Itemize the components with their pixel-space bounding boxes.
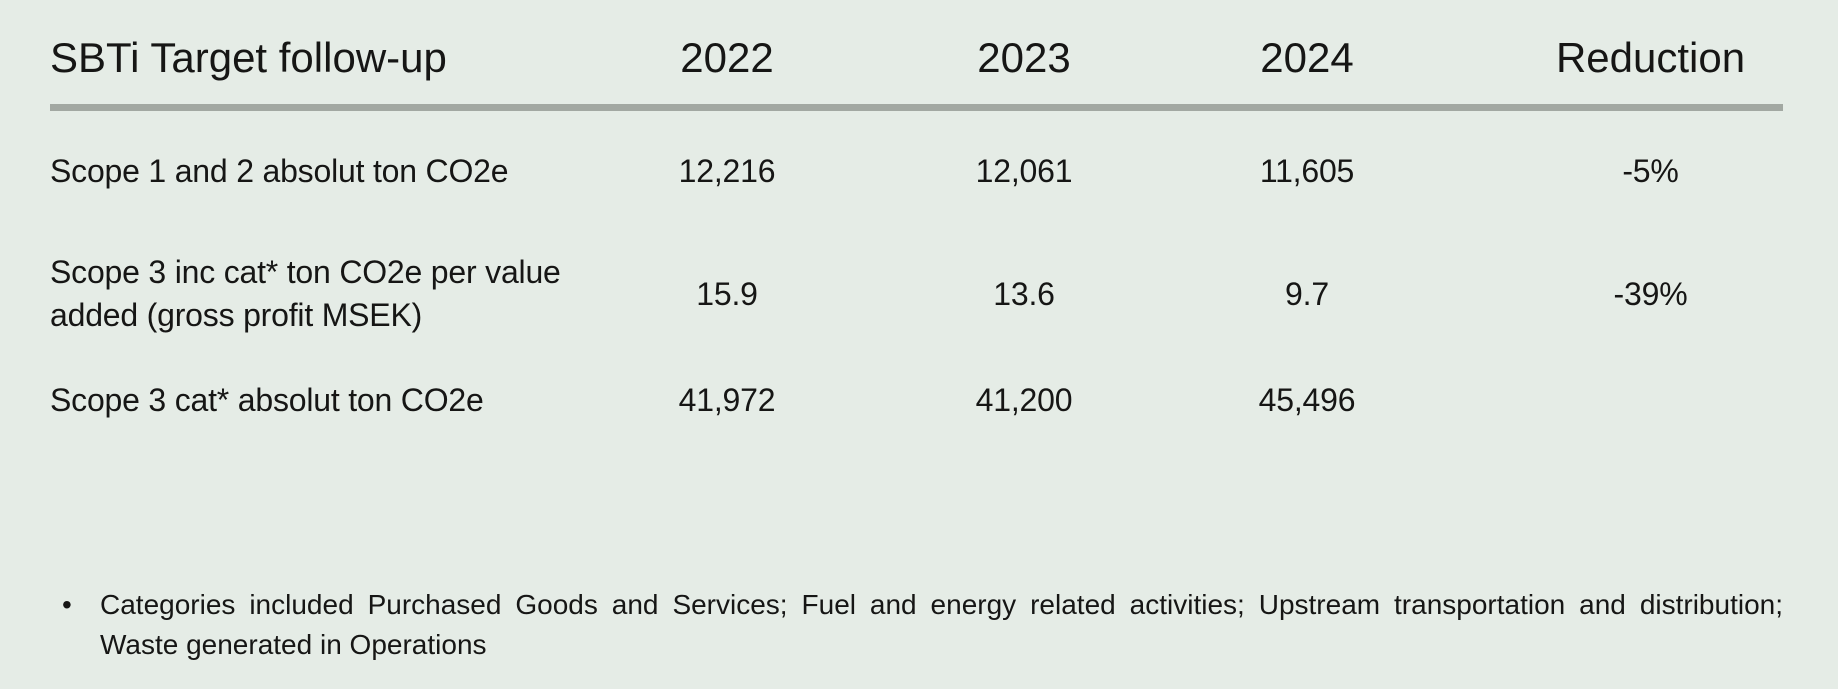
row-label: Scope 1 and 2 absolut ton CO2e bbox=[50, 152, 509, 189]
categories-footnote: • Categories included Purchased Goods an… bbox=[50, 585, 1783, 665]
value-reduction: -5% bbox=[1622, 152, 1679, 189]
footnote-text: Categories included Purchased Goods and … bbox=[100, 585, 1783, 665]
col-header-2022: 2022 bbox=[680, 33, 774, 81]
table-header-row: SBTi Target follow-up 2022 2023 2024 Red… bbox=[50, 33, 1783, 83]
footnote-bullet: • bbox=[62, 589, 72, 620]
row-label: Scope 3 inc cat* ton CO2e per value adde… bbox=[50, 254, 561, 333]
value-2023: 13.6 bbox=[993, 275, 1055, 312]
header-divider bbox=[50, 104, 1783, 111]
value-reduction: -39% bbox=[1613, 275, 1688, 312]
value-2023: 12,061 bbox=[975, 152, 1073, 189]
table-row-scope-1-2: Scope 1 and 2 absolut ton CO2e 12,216 12… bbox=[50, 111, 1783, 231]
footnote-line-2: Waste generated in Operations bbox=[100, 629, 487, 660]
value-2024: 45,496 bbox=[1258, 381, 1356, 418]
value-2022: 12,216 bbox=[678, 152, 776, 189]
table-row-scope-3-intensity: Scope 3 inc cat* ton CO2e per value adde… bbox=[50, 231, 1783, 357]
col-header-2024: 2024 bbox=[1260, 33, 1354, 81]
value-2022: 41,972 bbox=[678, 381, 776, 418]
table-row-scope-3-absolute: Scope 3 cat* absolut ton CO2e 41,972 41,… bbox=[50, 357, 1783, 443]
value-2024: 9.7 bbox=[1285, 275, 1329, 312]
value-2024: 11,605 bbox=[1259, 152, 1355, 189]
col-header-2023: 2023 bbox=[977, 33, 1071, 81]
value-2023: 41,200 bbox=[975, 381, 1073, 418]
row-label: Scope 3 cat* absolut ton CO2e bbox=[50, 381, 484, 418]
value-2022: 15.9 bbox=[696, 275, 758, 312]
col-header-reduction: Reduction bbox=[1555, 33, 1746, 81]
table-title: SBTi Target follow-up bbox=[50, 33, 447, 81]
footnote-line-1: Categories included Purchased Goods and … bbox=[100, 589, 1783, 620]
